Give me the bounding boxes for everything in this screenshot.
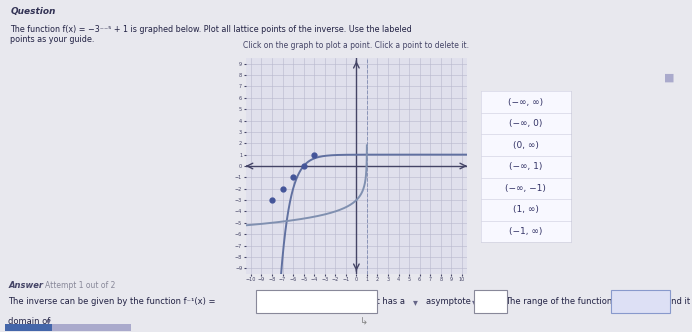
Text: It has a: It has a xyxy=(374,297,405,306)
FancyBboxPatch shape xyxy=(52,324,93,331)
Text: (−∞, −1): (−∞, −1) xyxy=(505,184,547,193)
Text: domain of: domain of xyxy=(8,317,51,326)
Text: ▾: ▾ xyxy=(413,297,418,307)
Text: Question: Question xyxy=(10,7,56,16)
Text: (−1, ∞): (−1, ∞) xyxy=(509,227,543,236)
Text: (−∞, 1): (−∞, 1) xyxy=(509,162,543,171)
Text: points as your guide.: points as your guide. xyxy=(10,35,95,44)
Text: ■: ■ xyxy=(664,73,675,83)
Text: asymptote of: asymptote of xyxy=(426,297,481,306)
Text: −log₃(1 − x) − 3: −log₃(1 − x) − 3 xyxy=(282,297,352,306)
FancyBboxPatch shape xyxy=(5,324,53,331)
FancyBboxPatch shape xyxy=(474,290,507,313)
Text: (0, ∞): (0, ∞) xyxy=(513,141,539,150)
Text: and it is: and it is xyxy=(666,297,692,306)
Text: Attempt 1 out of 2: Attempt 1 out of 2 xyxy=(45,281,116,290)
FancyBboxPatch shape xyxy=(256,290,377,313)
Text: (−∞, ∞): (−∞, ∞) xyxy=(509,98,543,107)
Text: (−∞, 0): (−∞, 0) xyxy=(509,119,543,128)
Text: The inverse can be given by the function f⁻¹(x) =: The inverse can be given by the function… xyxy=(8,297,216,306)
Text: ▾: ▾ xyxy=(46,316,51,327)
FancyBboxPatch shape xyxy=(611,290,670,313)
Text: ▾: ▾ xyxy=(651,297,656,307)
FancyBboxPatch shape xyxy=(90,324,131,331)
Text: ▾: ▾ xyxy=(472,297,477,307)
Text: ↳: ↳ xyxy=(360,316,368,327)
Text: Answer: Answer xyxy=(8,281,44,290)
Text: (1, ∞): (1, ∞) xyxy=(513,206,539,214)
Text: The function f(x) = −3⁻⁻⁵ + 1 is graphed below. Plot all lattice points of the i: The function f(x) = −3⁻⁻⁵ + 1 is graphed… xyxy=(10,25,412,34)
Text: Click on the graph to plot a point. Click a point to delete it.: Click on the graph to plot a point. Clic… xyxy=(244,42,469,50)
Text: The range of the function is: The range of the function is xyxy=(505,297,622,306)
